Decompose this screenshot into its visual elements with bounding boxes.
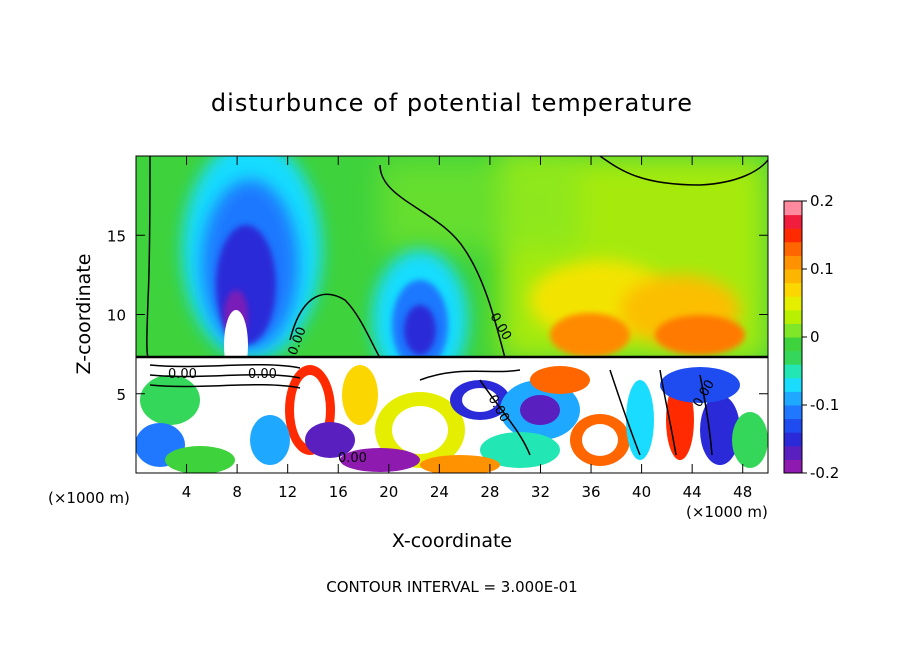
contour-label: 0.00: [168, 367, 197, 382]
colorbar-swatch: [784, 445, 802, 460]
y-tick-label: 10: [107, 307, 126, 325]
x-unit-label-right: (×1000 m): [686, 503, 768, 521]
x-tick-label: 36: [581, 483, 600, 501]
colorbar-swatch: [784, 323, 802, 338]
colorbar: 0.2 0.1 0 -0.1 -0.2: [783, 192, 839, 482]
warm-tint-top: [380, 160, 580, 250]
colorbar-tick-label: 0: [810, 328, 820, 346]
x-tick-label: 16: [329, 483, 348, 501]
colorbar-swatch: [784, 418, 802, 433]
colorbar-swatch: [784, 405, 802, 420]
colorbar-swatch: [784, 269, 802, 284]
contour-label: 0.00: [248, 367, 277, 382]
y-axis-label: Z-coordinate: [73, 254, 95, 375]
colorbar-swatch: [784, 309, 802, 324]
x-tick-label: 4: [182, 483, 192, 501]
colorbar-swatch: [784, 391, 802, 406]
colorbar-swatch: [784, 201, 802, 216]
x-tick-label: 32: [531, 483, 550, 501]
colorbar-swatch: [784, 377, 802, 392]
y-tick-label: 15: [107, 227, 126, 245]
contour-lines: [136, 156, 768, 456]
colorbar-swatch: [784, 432, 802, 447]
cold-plume-2-core: [404, 305, 436, 355]
colorbar-swatch: [784, 350, 802, 365]
colorbar-swatch: [784, 255, 802, 270]
colorbar-swatch: [784, 337, 802, 352]
y-tick-label: 5: [116, 386, 126, 404]
warm-core-4: [655, 315, 745, 355]
colorbar-tick-label: 0.2: [810, 192, 834, 210]
colorbar-tick-label: -0.1: [810, 396, 839, 414]
x-tick-label: 48: [733, 483, 752, 501]
colorbar-swatch: [784, 214, 802, 229]
y-axis: 5 10 15: [107, 227, 768, 404]
contour-label: 0.00: [338, 451, 367, 466]
plot-area: 0.00 0.00 0.00 0.00 0.00 0.00 0.00: [136, 156, 768, 473]
chart-title: disturbunce of potential temperature: [211, 89, 693, 117]
colorbar-tick-label: 0.1: [810, 260, 834, 278]
x-tick-label: 40: [632, 483, 651, 501]
x-tick-label: 8: [232, 483, 242, 501]
colorbar-swatch: [784, 364, 802, 379]
turbulent-blobs: [136, 365, 768, 473]
colorbar-swatch: [784, 282, 802, 297]
warm-core-3: [550, 313, 630, 357]
x-unit-label-left: (×1000 m): [48, 489, 130, 507]
x-tick-label: 28: [480, 483, 499, 501]
x-axis: 4 8 12 16 20 24 28 32 36 40 44 48: [182, 156, 752, 501]
colorbar-swatch: [784, 296, 802, 311]
colorbar-tick-label: -0.2: [810, 464, 839, 482]
colorbar-swatch: [784, 241, 802, 256]
x-axis-label: X-coordinate: [392, 530, 512, 552]
x-tick-label: 44: [683, 483, 702, 501]
colorbar-swatch: [784, 228, 802, 243]
x-tick-label: 20: [379, 483, 398, 501]
footer-text: CONTOUR INTERVAL = 3.000E-01: [326, 578, 577, 596]
x-tick-label: 24: [430, 483, 449, 501]
colorbar-swatch: [784, 459, 802, 474]
x-tick-label: 12: [278, 483, 297, 501]
